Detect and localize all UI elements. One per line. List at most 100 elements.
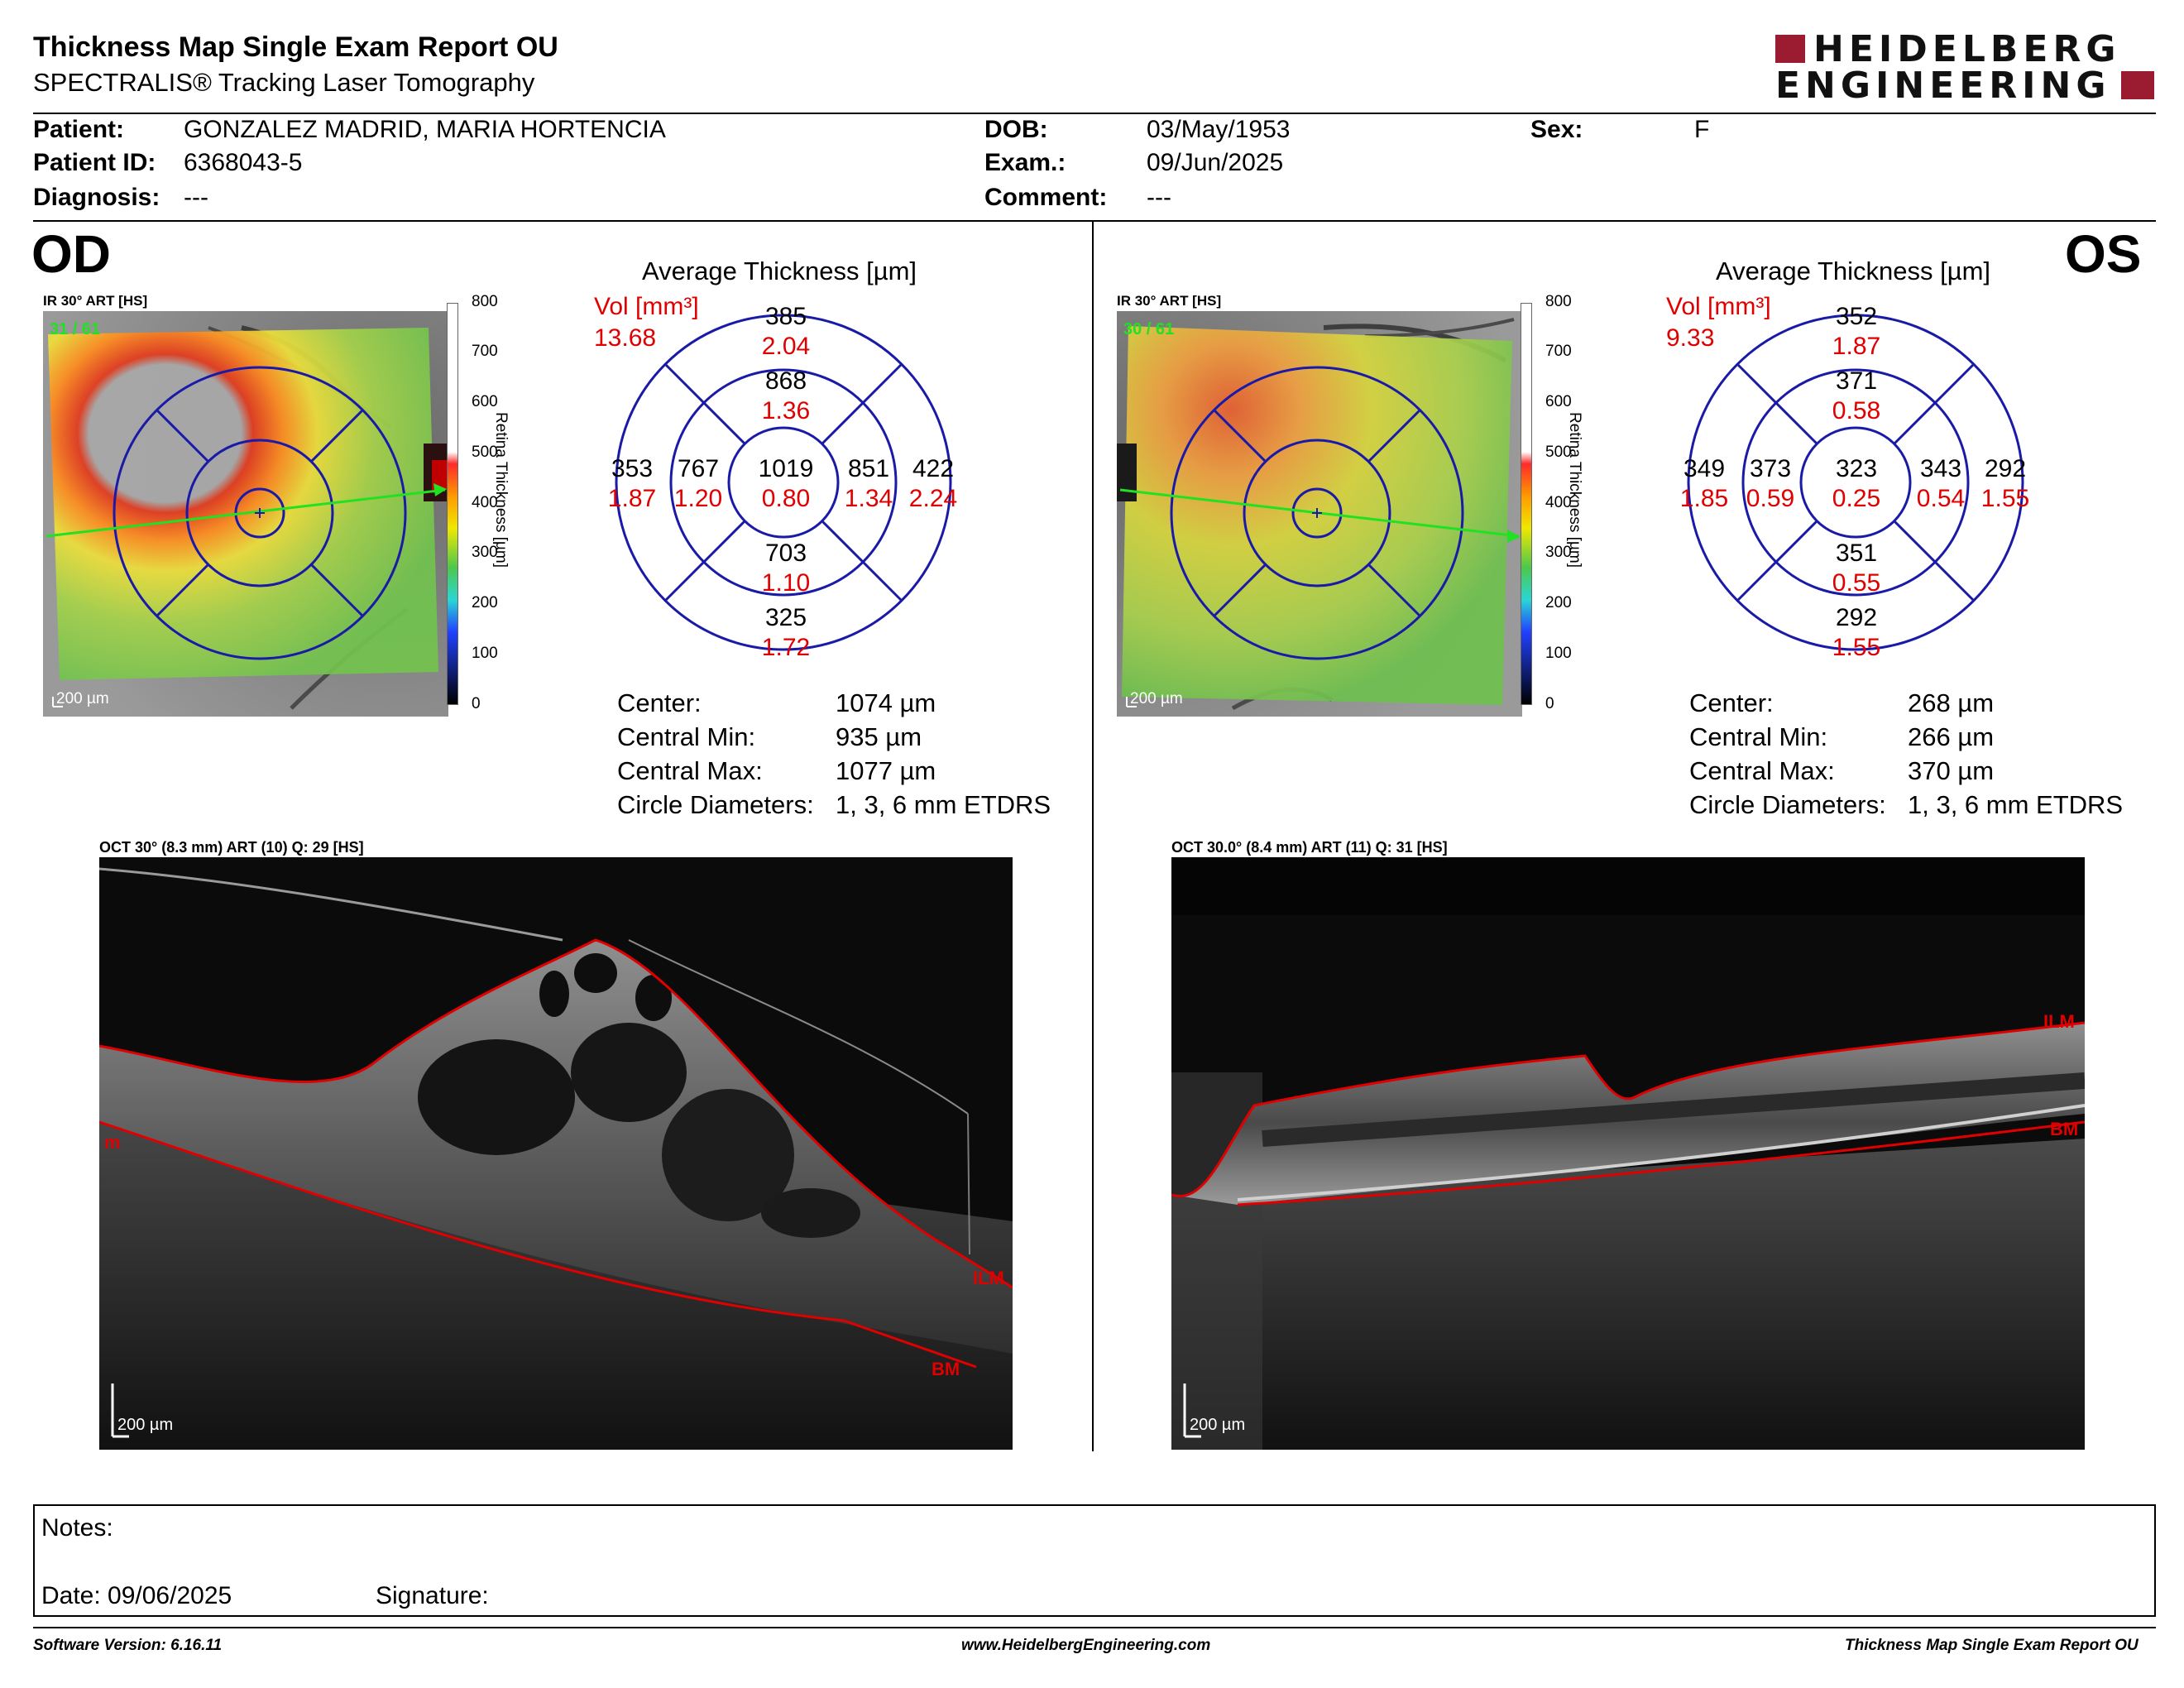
os-outer-right-volume: 1.55 — [1980, 485, 2030, 512]
od-scale-tick-700: 700 — [472, 343, 498, 360]
od-inner-right-thickness: 851 — [847, 455, 890, 482]
os-scale-tick-400: 400 — [1545, 494, 1572, 511]
notes-date: Date: 09/06/2025 — [41, 1582, 232, 1609]
od-inner-right-volume: 1.34 — [844, 485, 893, 512]
os-outer-right-thickness: 292 — [1984, 455, 2027, 482]
od-inner-bottom-volume: 1.10 — [761, 569, 811, 597]
os-circle-diameters-value: 1, 3, 6 mm ETDRS — [1908, 790, 2124, 819]
od-scale-label: Retina Thickness [µm] — [492, 412, 510, 568]
os-center-label: Center: — [1689, 688, 1774, 717]
od-ilm-label: ILM — [973, 1268, 1004, 1288]
od-outer-right-volume: 2.24 — [908, 485, 958, 512]
exam-value: 09/Jun/2025 — [1147, 149, 1284, 176]
od-ir-title: IR 30° ART [HS] — [43, 293, 148, 309]
os-scale-tick-800: 800 — [1545, 293, 1572, 310]
footer-software-version: Software Version: 6.16.11 — [33, 1637, 223, 1654]
od-oct-title: OCT 30° (8.3 mm) ART (10) Q: 29 [HS] — [99, 839, 364, 856]
os-oct-bscan: ILM BM 200 µm — [1171, 857, 2085, 1450]
od-scale-tick-0: 0 — [472, 695, 481, 712]
od-inner-bottom-thickness: 703 — [764, 539, 807, 567]
od-oct-bscan: ILM BM m 200 µm — [99, 857, 1013, 1450]
center-divider — [1092, 222, 1094, 1451]
os-outer-left-thickness: 349 — [1683, 455, 1726, 482]
od-color-scale: 800 700 600 500 400 300 200 100 0 Retina… — [447, 293, 521, 715]
patient-divider — [33, 220, 2156, 222]
od-eye-label: OD — [31, 224, 111, 284]
os-scale-tick-500: 500 — [1545, 444, 1572, 461]
os-bm-label: BM — [2050, 1119, 2078, 1139]
patient-label: Patient: — [33, 116, 125, 143]
header-divider — [33, 113, 2156, 114]
os-vol-value: 9.33 — [1666, 324, 1715, 352]
od-scale-tick-400: 400 — [472, 494, 498, 511]
os-center-volume: 0.25 — [1832, 485, 1881, 512]
os-scale-tick-200: 200 — [1545, 594, 1572, 611]
od-central-max-value: 1077 µm — [836, 756, 936, 785]
notes-box[interactable]: Notes: Date: 09/06/2025 Signature: — [33, 1504, 2156, 1617]
notes-label: Notes: — [41, 1514, 113, 1542]
logo-line1: HEIDELBERG — [1813, 28, 2121, 70]
os-scale-tick-600: 600 — [1545, 393, 1572, 410]
os-inner-bottom-volume: 0.55 — [1832, 569, 1881, 597]
footer-divider — [33, 1627, 2156, 1628]
od-central-min-value: 935 µm — [836, 722, 922, 751]
os-color-scale-bar — [1521, 303, 1532, 705]
os-etdrs-grid — [1687, 314, 2024, 651]
od-scale-tick-800: 800 — [472, 293, 498, 310]
os-scale-tick-700: 700 — [1545, 343, 1572, 360]
od-outer-left-thickness: 353 — [611, 455, 654, 482]
logo-block-bottom — [2121, 71, 2154, 99]
os-color-scale: 800 700 600 500 400 300 200 100 0 Retina… — [1521, 293, 1595, 715]
od-avg-title: Average Thickness [µm] — [642, 257, 917, 285]
footer-website[interactable]: www.HeidelbergEngineering.com — [961, 1637, 1211, 1654]
sex-value: F — [1694, 116, 1710, 143]
od-outer-left-volume: 1.87 — [607, 485, 657, 512]
patient-id-value: 6368043-5 — [184, 149, 303, 176]
os-inner-top-volume: 0.58 — [1832, 397, 1881, 424]
notes-signature: Signature: — [376, 1582, 489, 1609]
os-inner-bottom-thickness: 351 — [1835, 539, 1878, 567]
os-outer-top-thickness: 352 — [1835, 303, 1878, 330]
od-oct-scalebar: 200 µm — [117, 1416, 173, 1434]
comment-value: --- — [1147, 184, 1171, 211]
od-vol-value: 13.68 — [594, 324, 657, 352]
os-eye-label: OS — [2065, 224, 2142, 284]
od-center-volume: 0.80 — [761, 485, 811, 512]
od-bm-label: BM — [932, 1359, 960, 1379]
od-scale-tick-600: 600 — [472, 393, 498, 410]
os-oct-title: OCT 30.0° (8.4 mm) ART (11) Q: 31 [HS] — [1171, 839, 1448, 856]
od-outer-top-volume: 2.04 — [761, 333, 811, 360]
od-scale-tick-500: 500 — [472, 444, 498, 461]
od-outer-bottom-thickness: 325 — [764, 604, 807, 631]
od-thickness-map: 31 / 61 200 µm — [43, 311, 448, 717]
os-ilm-label: ILM — [2043, 1011, 2075, 1032]
od-scale-tick-300: 300 — [472, 544, 498, 561]
od-outer-top-thickness: 385 — [764, 303, 807, 330]
os-central-min-label: Central Min: — [1689, 722, 1828, 751]
os-scale-tick-300: 300 — [1545, 544, 1572, 561]
os-vol-label: Vol [mm³] — [1666, 293, 1771, 320]
os-inner-right-thickness: 343 — [1919, 455, 1962, 482]
os-scale-tick-100: 100 — [1545, 645, 1572, 662]
os-avg-title: Average Thickness [µm] — [1716, 257, 1991, 285]
os-inner-left-volume: 0.59 — [1746, 485, 1795, 512]
os-ir-counter: 30 / 61 — [1123, 320, 1174, 338]
od-center-value: 1074 µm — [836, 688, 936, 717]
os-ir-title: IR 30° ART [HS] — [1117, 293, 1222, 309]
od-inner-left-volume: 1.20 — [673, 485, 723, 512]
diagnosis-label: Diagnosis: — [33, 184, 160, 211]
od-circle-diameters-label: Circle Diameters: — [617, 790, 814, 819]
od-center-label: Center: — [617, 688, 702, 717]
logo-block-top — [1775, 35, 1805, 63]
os-inner-top-thickness: 371 — [1835, 367, 1878, 395]
heidelberg-logo: HEIDELBERG ENGINEERING — [1775, 28, 2156, 107]
os-circle-diameters-label: Circle Diameters: — [1689, 790, 1886, 819]
os-center-value: 268 µm — [1908, 688, 1995, 717]
od-ir-counter: 31 / 61 — [50, 320, 100, 338]
od-edge-label: m — [104, 1132, 121, 1153]
os-central-max-label: Central Max: — [1689, 756, 1835, 785]
od-inner-top-volume: 1.36 — [761, 397, 811, 424]
od-scale-tick-200: 200 — [472, 594, 498, 611]
od-circle-diameters-value: 1, 3, 6 mm ETDRS — [836, 790, 1051, 819]
os-central-max-value: 370 µm — [1908, 756, 1995, 785]
